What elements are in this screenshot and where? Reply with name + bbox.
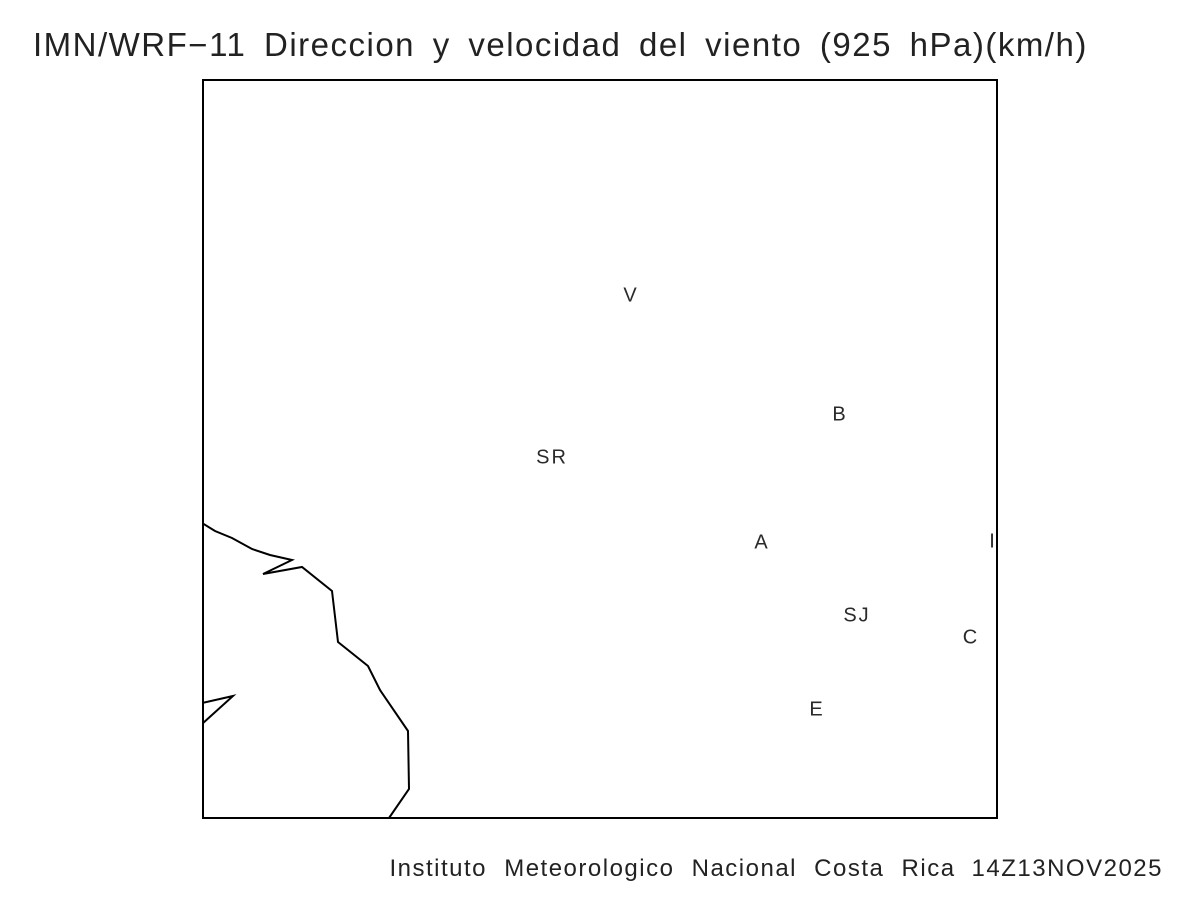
station-label-i: I <box>989 530 997 553</box>
station-label-c: C <box>962 626 980 649</box>
coastline-path <box>202 694 237 725</box>
station-label-b: B <box>832 403 848 426</box>
coastline-svg <box>202 522 411 819</box>
station-label-a: A <box>754 531 770 554</box>
station-label-sr: SR <box>536 446 568 469</box>
institution-text: Instituto Meteorologico Nacional Costa R… <box>389 855 956 882</box>
timestamp-text: 14Z13NOV2025 <box>971 855 1163 882</box>
station-label-e: E <box>809 698 825 721</box>
coastline-path <box>202 522 411 819</box>
station-label-v: V <box>623 284 639 307</box>
station-label-sj: SJ <box>843 604 871 627</box>
chart-title: IMN/WRF−11 Direccion y velocidad del vie… <box>33 26 1088 63</box>
map-frame: V B SR A I SJ C E <box>202 79 998 819</box>
footer-caption: Instituto Meteorologico Nacional Costa R… <box>389 855 1163 883</box>
